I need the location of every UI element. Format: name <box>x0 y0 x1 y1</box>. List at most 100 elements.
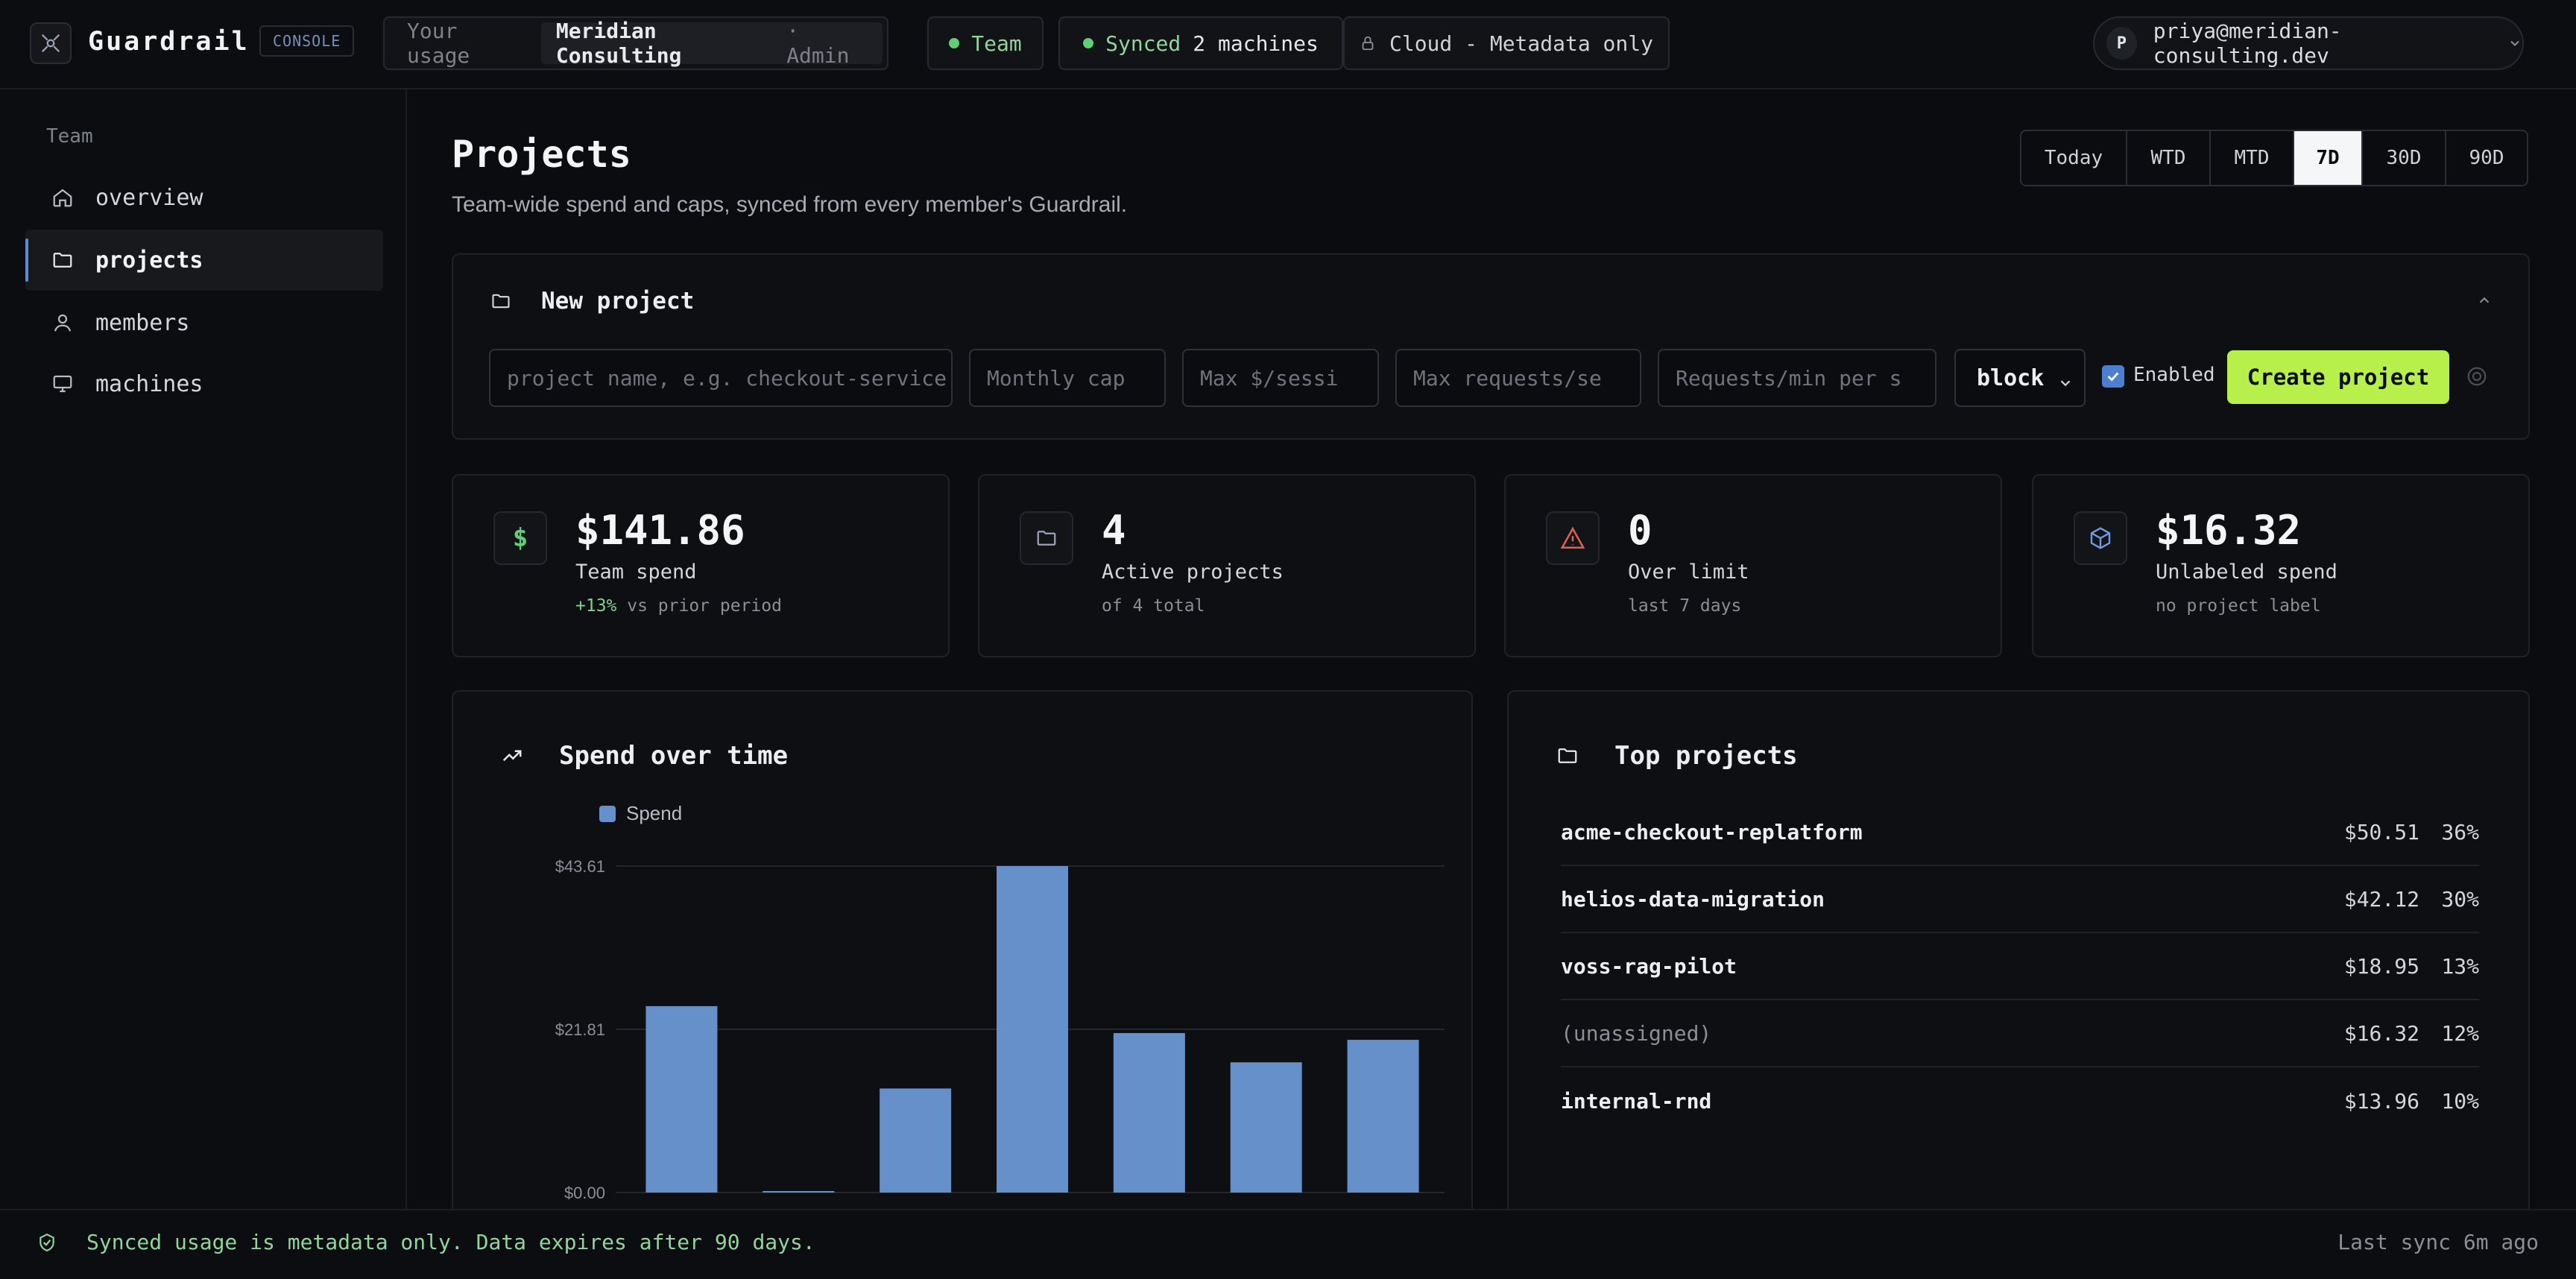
project-row[interactable]: voss-rag-pilot $18.95 13% <box>1561 933 2479 1000</box>
project-name: internal-rnd <box>1561 1088 1712 1114</box>
top-projects-header: Top projects <box>1556 741 1798 771</box>
info-icon[interactable] <box>2466 365 2488 391</box>
stat-sub: last 7 days <box>1628 596 1742 616</box>
range-wtd[interactable]: WTD <box>2127 131 2211 185</box>
sidebar-item-label: members <box>95 309 190 336</box>
trend-up-icon <box>501 745 541 767</box>
org-selector[interactable]: Meridian Consulting · Admin <box>540 19 883 68</box>
new-project-header[interactable]: New project <box>490 288 694 315</box>
avatar: P <box>2106 27 2137 60</box>
org-role: · Admin <box>786 19 850 68</box>
create-project-button[interactable]: Create project <box>2227 350 2449 404</box>
cube-icon <box>2074 511 2127 565</box>
sidebar-item-members[interactable]: members <box>25 292 383 353</box>
stat-value: $16.32 <box>2156 507 2302 554</box>
user-menu[interactable]: P priya@meridian-consulting.dev <box>2093 16 2524 70</box>
stat-value: 4 <box>1102 507 1126 554</box>
last-sync-text: Last sync 6m ago <box>2337 1230 2539 1254</box>
sidebar-item-label: overview <box>95 184 203 211</box>
project-amount: $18.95 <box>2343 953 2419 979</box>
stat-delta: +13% <box>575 596 617 616</box>
range-90d[interactable]: 90D <box>2469 147 2504 169</box>
range-mtd[interactable]: MTD <box>2211 131 2294 185</box>
chevron-down-icon <box>2057 371 2074 397</box>
legend-label: Spend <box>626 802 683 824</box>
user-icon <box>48 312 78 334</box>
stat-sub: of 4 total <box>1102 596 1205 616</box>
chart-bar[interactable] <box>880 1088 952 1193</box>
limit-action-value: block <box>1977 364 2045 391</box>
project-percent: 12% <box>2441 1020 2479 1046</box>
rate-limit-input[interactable]: Requests/min per s <box>1658 349 1936 407</box>
stat-card-team-spend: $ $141.86 Team spend +13% vs prior perio… <box>452 474 950 657</box>
new-project-title: New project <box>541 288 695 315</box>
stat-value: $141.86 <box>575 507 745 554</box>
chart-bar[interactable] <box>645 1005 718 1193</box>
stat-sub: +13% vs prior period <box>575 596 782 616</box>
project-percent: 36% <box>2441 819 2479 844</box>
enabled-label[interactable]: Enabled <box>2133 364 2215 386</box>
usage-switcher[interactable]: Your usage Meridian Consulting · Admin <box>383 16 888 70</box>
max-session-spend-input[interactable]: Max $/sessi <box>1182 349 1379 407</box>
project-row[interactable]: (unassigned) $16.32 12% <box>1561 1000 2479 1067</box>
status-dot-icon <box>1083 38 1094 48</box>
usage-label[interactable]: Your usage <box>407 19 470 68</box>
folder-icon <box>1556 745 1597 767</box>
stat-label: Team spend <box>575 560 697 584</box>
brand-name: Guardrail <box>88 27 250 57</box>
shield-check-icon <box>37 1233 72 1252</box>
project-amount: $16.32 <box>2343 1020 2419 1046</box>
date-range-selector: Today WTD MTD 7D 30D 90D <box>2020 130 2528 186</box>
monthly-cap-input[interactable]: Monthly cap <box>969 349 1166 407</box>
project-name: helios-data-migration <box>1561 886 1825 912</box>
range-30d[interactable]: 30D <box>2363 131 2446 185</box>
project-percent: 10% <box>2441 1088 2479 1114</box>
cloud-mode-badge: Cloud - Metadata only <box>1343 16 1670 70</box>
team-label: Team <box>971 31 1022 56</box>
guardrail-logo-icon[interactable] <box>30 22 72 64</box>
status-footer: Synced usage is metadata only. Data expi… <box>0 1209 2576 1279</box>
stat-label: Over limit <box>1628 560 1749 584</box>
dollar-icon: $ <box>493 511 547 565</box>
folder-icon <box>490 291 526 312</box>
range-7d[interactable]: 7D <box>2294 131 2363 185</box>
enabled-checkbox[interactable] <box>2102 365 2124 388</box>
project-name: acme-checkout-replatform <box>1561 819 1863 844</box>
y-tick-label: $21.81 <box>555 1020 605 1039</box>
chevron-up-icon[interactable] <box>2476 292 2493 312</box>
sidebar: Team overview projects members machines <box>0 89 407 1210</box>
cloud-label: Cloud - Metadata only <box>1389 31 1653 56</box>
sidebar-heading: Team <box>46 125 93 148</box>
stat-card-over-limit: 0 Over limit last 7 days <box>1504 474 2002 657</box>
sidebar-item-machines[interactable]: machines <box>25 353 383 414</box>
spend-chart-card: Spend over time Spend $43.61 $21.81 $0.00 <box>452 690 1473 1234</box>
metadata-notice: Synced usage is metadata only. Data expi… <box>37 1230 815 1254</box>
project-amount: $42.12 <box>2343 886 2419 912</box>
stat-card-active-projects: 4 Active projects of 4 total <box>978 474 1476 657</box>
spend-chart-title: Spend over time <box>559 741 789 771</box>
chart-bar[interactable] <box>1113 1033 1185 1193</box>
top-bar: Guardrail CONSOLE Your usage Meridian Co… <box>0 0 2576 89</box>
chart-legend: Spend <box>599 802 682 825</box>
limit-action-select[interactable]: block <box>1954 349 2086 407</box>
chart-bar[interactable] <box>1347 1040 1419 1193</box>
project-row[interactable]: internal-rnd $13.96 10% <box>1561 1067 2479 1134</box>
monitor-icon <box>48 373 78 395</box>
project-name-input[interactable]: project name, e.g. checkout-service <box>489 349 953 407</box>
chart-bar[interactable] <box>1230 1062 1302 1193</box>
console-badge: CONSOLE <box>259 25 355 57</box>
sidebar-item-label: projects <box>95 247 203 274</box>
range-today[interactable]: Today <box>2021 131 2127 185</box>
chart-bar[interactable] <box>763 1190 835 1193</box>
folder-icon <box>48 249 78 271</box>
warning-icon <box>1546 511 1600 565</box>
sidebar-item-overview[interactable]: overview <box>25 167 383 228</box>
chart-bar[interactable] <box>997 866 1068 1193</box>
project-row[interactable]: helios-data-migration $42.12 30% <box>1561 866 2479 933</box>
project-row[interactable]: acme-checkout-replatform $50.51 36% <box>1561 799 2479 866</box>
stat-label: Unlabeled spend <box>2156 560 2337 584</box>
sidebar-item-projects[interactable]: projects <box>25 230 383 291</box>
project-name: voss-rag-pilot <box>1561 953 1737 979</box>
synced-label: Synced <box>1105 31 1181 56</box>
max-requests-input[interactable]: Max requests/se <box>1395 349 1641 407</box>
